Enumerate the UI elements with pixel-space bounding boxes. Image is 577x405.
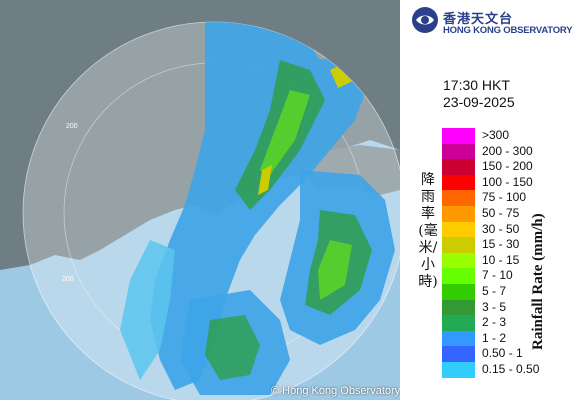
legend-range-label: 30 - 50 bbox=[482, 221, 520, 236]
legend-swatch bbox=[442, 143, 475, 160]
legend-range-label: 10 - 15 bbox=[482, 252, 520, 267]
legend-row: 200 - 300 bbox=[442, 143, 562, 160]
legend-row: 7 - 10 bbox=[442, 268, 562, 284]
legend-title-english: Rainfall Rate (mm/h) bbox=[530, 213, 546, 350]
legend-range-label: 15 - 30 bbox=[482, 237, 520, 252]
range-label-bottom: 200 bbox=[62, 276, 74, 283]
legend-range-label: 2 - 3 bbox=[482, 315, 507, 330]
legend-swatch bbox=[442, 283, 475, 300]
legend-range-label: 150 - 200 bbox=[482, 159, 533, 174]
legend-swatch bbox=[442, 346, 475, 362]
legend-row: 50 - 75 bbox=[442, 205, 562, 222]
legend-swatch bbox=[442, 268, 475, 284]
legend-row: >300 bbox=[442, 128, 562, 144]
rain-band-south-green bbox=[205, 315, 260, 380]
legend-row: 30 - 50 bbox=[442, 221, 562, 238]
legend-swatch bbox=[442, 205, 475, 222]
legend-range-label: 0.15 - 0.50 bbox=[482, 361, 540, 376]
legend-row: 0.50 - 1 bbox=[442, 346, 562, 362]
legend-range-label: 50 - 75 bbox=[482, 205, 520, 220]
legend-swatch bbox=[442, 330, 475, 347]
legend-swatch bbox=[442, 252, 475, 269]
island-1 bbox=[150, 175, 170, 195]
legend-row: 3 - 5 bbox=[442, 299, 562, 316]
legend-range-label: 3 - 5 bbox=[482, 299, 507, 314]
observation-time: 17:30 HKT bbox=[443, 77, 510, 93]
legend-row: 15 - 30 bbox=[442, 237, 562, 253]
legend-row: 10 - 15 bbox=[442, 252, 562, 269]
legend-row: 2 - 3 bbox=[442, 315, 562, 331]
legend-range-label: 75 - 100 bbox=[482, 190, 527, 205]
legend-range-label: 7 - 10 bbox=[482, 268, 513, 283]
legend-range-label: 100 - 150 bbox=[482, 174, 533, 189]
legend-swatch bbox=[442, 315, 475, 331]
range-label-top: 200 bbox=[66, 123, 78, 130]
legend-swatch bbox=[442, 221, 475, 238]
legend-row: 1 - 2 bbox=[442, 330, 562, 347]
rain-echoes bbox=[120, 22, 395, 395]
logo-english-name: HONG KONG OBSERVATORY bbox=[443, 25, 573, 36]
rain-band-southeast-light bbox=[318, 240, 352, 300]
legend-row: 100 - 150 bbox=[442, 174, 562, 191]
rain-band-yellow-1 bbox=[258, 165, 272, 195]
legend-row: 150 - 200 bbox=[442, 159, 562, 175]
rain-band-west-fringe bbox=[120, 240, 175, 380]
hko-logo: 香港天文台 HONG KONG OBSERVATORY bbox=[411, 6, 573, 40]
legend-range-label: >300 bbox=[482, 128, 510, 142]
island-2 bbox=[110, 210, 128, 225]
legend-swatch bbox=[442, 128, 475, 144]
logo-chinese-name: 香港天文台 bbox=[443, 12, 514, 27]
side-panel bbox=[400, 0, 577, 400]
legend-range-label: 0.50 - 1 bbox=[482, 346, 523, 361]
radar-map: 200 200 © Hong Kong Observatory bbox=[0, 0, 401, 400]
legend-row: 0.15 - 0.50 bbox=[442, 361, 562, 378]
legend-swatch bbox=[442, 190, 475, 206]
hko-logo-icon bbox=[412, 7, 438, 33]
radar-map-graphic: 200 200 bbox=[0, 0, 400, 400]
legend-swatch bbox=[442, 361, 475, 378]
legend-title-chinese: 降雨率(毫米/小時) bbox=[418, 172, 438, 290]
legend-row: 5 - 7 bbox=[442, 283, 562, 300]
legend-swatch bbox=[442, 159, 475, 175]
rain-band-core-green bbox=[260, 90, 310, 175]
legend-swatch bbox=[442, 299, 475, 316]
legend-range-label: 5 - 7 bbox=[482, 283, 507, 298]
rainfall-legend: >300 200 - 300 150 - 200 100 - 150 75 - 100 5… bbox=[442, 128, 562, 378]
observation-date: 23-09-2025 bbox=[443, 94, 515, 110]
legend-range-label: 200 - 300 bbox=[482, 143, 533, 158]
legend-swatch bbox=[442, 174, 475, 191]
legend-row: 75 - 100 bbox=[442, 190, 562, 206]
legend-range-label: 1 - 2 bbox=[482, 330, 507, 345]
copyright-text: © Hong Kong Observatory bbox=[271, 385, 401, 397]
legend-swatch bbox=[442, 237, 475, 253]
